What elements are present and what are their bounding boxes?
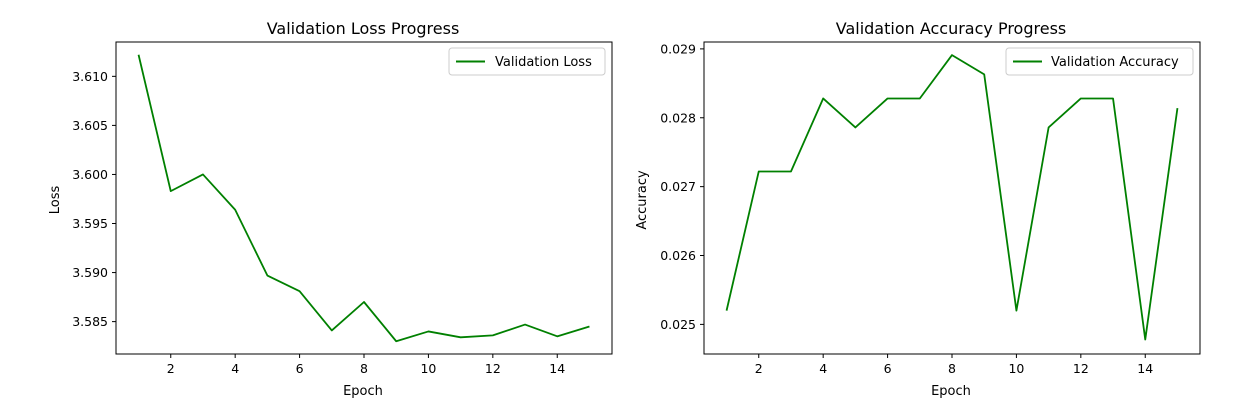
- y-tick-label: 3.600: [72, 167, 108, 182]
- x-tick-label: 4: [231, 361, 239, 376]
- y-tick-label: 3.610: [72, 69, 108, 84]
- y-tick-label: 3.585: [72, 314, 108, 329]
- series-line: [725, 54, 1179, 341]
- y-tick-label: 0.029: [660, 41, 696, 56]
- x-tick-label: 6: [884, 361, 892, 376]
- x-tick-label: 14: [1137, 361, 1153, 376]
- loss-chart-panel: Validation Loss Progress Epoch Loss 2 4 6 8…: [48, 19, 613, 399]
- plot-frame: [115, 41, 613, 355]
- x-tick-label: 2: [167, 361, 175, 376]
- accuracy-chart-panel: Validation Accuracy Progress Epoch Accur…: [635, 19, 1201, 399]
- legend-label: Validation Loss: [495, 55, 592, 70]
- x-tick-label: 4: [819, 361, 827, 376]
- y-tick-label: 0.027: [660, 179, 696, 194]
- series-group: [725, 54, 1179, 341]
- plot-frame: [703, 41, 1201, 355]
- y-tick-label: 3.590: [72, 265, 108, 280]
- x-tick-label: 10: [1008, 361, 1024, 376]
- chart-title: Validation Accuracy Progress: [836, 19, 1067, 38]
- x-tick-label: 12: [485, 361, 501, 376]
- x-tick-label: 2: [755, 361, 763, 376]
- x-tick-label: 14: [549, 361, 565, 376]
- x-axis-label: Epoch: [343, 384, 383, 399]
- y-axis-label: Loss: [48, 186, 63, 215]
- y-tick-label: 3.595: [72, 216, 108, 231]
- legend: Validation Loss: [448, 47, 606, 76]
- ticks-group: 2 4 6 8 10 12 14 0.025 0.026 0.027 0.028 0.029: [660, 41, 1153, 376]
- x-tick-label: 10: [420, 361, 436, 376]
- legend: Validation Accuracy: [1005, 47, 1194, 76]
- series-group: [137, 54, 590, 343]
- legend-label: Validation Accuracy: [1051, 55, 1179, 70]
- legend-box: [1005, 47, 1194, 76]
- y-tick-label: 3.605: [72, 118, 108, 133]
- y-tick-label: 0.025: [660, 317, 696, 332]
- chart-title: Validation Loss Progress: [267, 19, 460, 38]
- x-tick-label: 6: [296, 361, 304, 376]
- y-axis-label: Accuracy: [635, 170, 650, 230]
- legend-box: [448, 47, 606, 76]
- y-tick-label: 0.028: [660, 110, 696, 125]
- x-tick-label: 8: [948, 361, 956, 376]
- x-tick-label: 8: [360, 361, 368, 376]
- y-tick-label: 0.026: [660, 248, 696, 263]
- ticks-group: 2 4 6 8 10 12 14 3.585 3.590 3.595 3.600 3.605 3.610: [72, 69, 565, 376]
- series-line: [137, 54, 590, 343]
- x-tick-label: 12: [1073, 361, 1089, 376]
- x-axis-label: Epoch: [931, 384, 971, 399]
